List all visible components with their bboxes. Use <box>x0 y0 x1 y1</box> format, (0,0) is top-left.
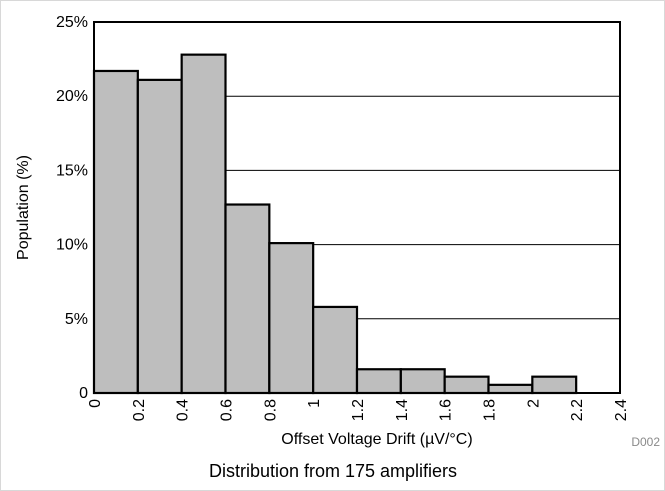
x-tick-label: 0 <box>87 399 104 408</box>
x-tick-label: 1.2 <box>350 399 367 421</box>
x-tick-label: 0.8 <box>262 399 279 421</box>
x-tick-label: 0.6 <box>219 399 236 421</box>
histogram-bar <box>268 242 315 395</box>
histogram-bar <box>487 383 534 395</box>
y-tick-label: 5% <box>65 311 88 328</box>
histogram-bar <box>180 53 227 395</box>
y-tick-label: 25% <box>56 14 88 31</box>
histogram-bar <box>443 375 490 395</box>
y-tick-label: 15% <box>56 162 88 179</box>
histogram-bar <box>136 78 183 395</box>
x-tick-label: 1.4 <box>394 399 411 421</box>
x-tick-label: 2 <box>525 399 542 408</box>
histogram-bar <box>92 69 139 395</box>
histogram-bar <box>355 368 402 395</box>
y-tick-label: 20% <box>56 88 88 105</box>
x-tick-label: 2.2 <box>569 399 586 421</box>
x-tick-label: 1.6 <box>438 399 455 421</box>
histogram-bar <box>399 368 446 395</box>
histogram-bar <box>531 375 578 395</box>
y-tick-label: 10% <box>56 237 88 254</box>
plot-area-border <box>93 21 621 394</box>
figure-code: D002 <box>631 435 660 449</box>
histogram-bar <box>312 305 359 395</box>
x-axis-title: Offset Voltage Drift (µV/°C) <box>281 431 472 448</box>
y-tick-label: 0 <box>79 385 88 402</box>
x-tick-label: 2.4 <box>613 399 630 421</box>
x-tick-labels: 0 0.2 0.4 0.6 0.8 1 1.2 1.4 1.6 1.8 2 2.2 2.4 <box>87 399 630 421</box>
histogram-bar <box>224 203 271 395</box>
x-tick-label: 0.4 <box>175 399 192 421</box>
figure-caption: Distribution from 175 amplifiers <box>209 461 457 481</box>
y-tick-labels: 0 5% 10% 15% 20% 25% <box>56 14 88 402</box>
y-axis-title: Population (%) <box>15 155 32 260</box>
x-tick-label: 0.2 <box>131 399 148 421</box>
x-tick-label: 1.8 <box>482 399 499 421</box>
x-tick-label: 1 <box>306 399 323 408</box>
histogram-bars <box>92 53 578 395</box>
